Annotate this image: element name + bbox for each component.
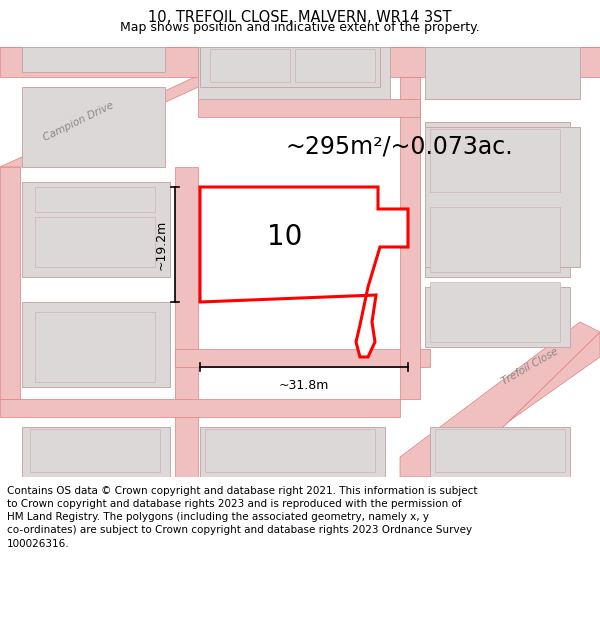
Polygon shape: [425, 47, 580, 99]
Text: Map shows position and indicative extent of the property.: Map shows position and indicative extent…: [120, 21, 480, 34]
Polygon shape: [400, 322, 600, 477]
Polygon shape: [175, 349, 430, 367]
Polygon shape: [430, 207, 560, 272]
Polygon shape: [0, 47, 285, 167]
Text: ~31.8m: ~31.8m: [279, 379, 329, 392]
Polygon shape: [22, 302, 170, 387]
Text: Campion Drive: Campion Drive: [41, 101, 115, 143]
Polygon shape: [22, 87, 165, 167]
Polygon shape: [200, 187, 408, 357]
Polygon shape: [400, 77, 420, 399]
Polygon shape: [198, 99, 420, 117]
Polygon shape: [35, 187, 155, 212]
Polygon shape: [198, 47, 390, 99]
Polygon shape: [175, 167, 198, 477]
Text: 10: 10: [268, 223, 302, 251]
Text: Contains OS data © Crown copyright and database right 2021. This information is : Contains OS data © Crown copyright and d…: [7, 486, 478, 549]
Polygon shape: [200, 47, 380, 87]
Polygon shape: [0, 399, 400, 417]
Polygon shape: [425, 127, 580, 267]
Polygon shape: [430, 282, 560, 342]
Polygon shape: [30, 429, 160, 472]
Polygon shape: [22, 182, 170, 277]
Polygon shape: [435, 429, 565, 472]
Text: 10, TREFOIL CLOSE, MALVERN, WR14 3ST: 10, TREFOIL CLOSE, MALVERN, WR14 3ST: [148, 11, 452, 26]
Polygon shape: [425, 122, 570, 197]
Polygon shape: [0, 167, 20, 399]
Polygon shape: [205, 429, 375, 472]
Polygon shape: [295, 49, 375, 82]
Polygon shape: [425, 212, 570, 277]
Polygon shape: [22, 47, 165, 72]
Polygon shape: [35, 312, 155, 382]
Text: ~19.2m: ~19.2m: [155, 219, 168, 269]
Polygon shape: [430, 129, 560, 192]
Polygon shape: [0, 47, 600, 77]
Polygon shape: [430, 427, 570, 477]
Polygon shape: [22, 427, 170, 477]
Polygon shape: [200, 427, 385, 477]
Polygon shape: [210, 49, 290, 82]
Text: Trefoil Close: Trefoil Close: [500, 347, 560, 388]
Polygon shape: [35, 217, 155, 267]
Polygon shape: [430, 332, 600, 477]
Text: ~295m²/~0.073ac.: ~295m²/~0.073ac.: [285, 135, 512, 159]
Polygon shape: [425, 287, 570, 347]
